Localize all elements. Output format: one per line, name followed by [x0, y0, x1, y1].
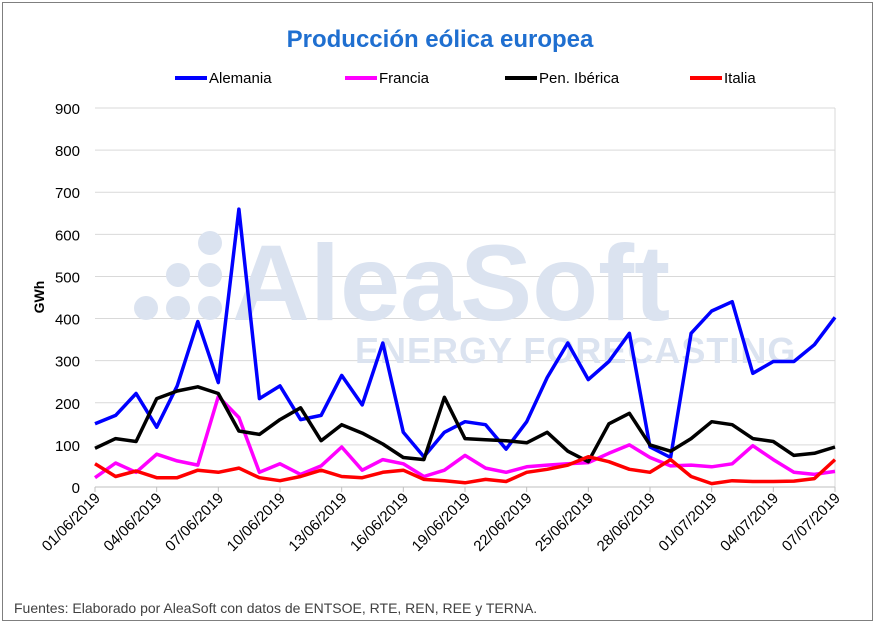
- y-axis-label: GWh: [31, 281, 47, 314]
- x-tick-label: 25/06/2019: [532, 490, 597, 555]
- y-tick-label: 500: [55, 269, 80, 286]
- x-tick-label: 04/06/2019: [100, 490, 165, 555]
- footnote: Fuentes: Elaborado por AleaSoft con dato…: [14, 600, 537, 616]
- y-tick-label: 600: [55, 227, 80, 244]
- y-tick-label: 100: [55, 438, 80, 455]
- legend-label: Italia: [724, 70, 756, 87]
- x-tick-label: 10/06/2019: [224, 490, 289, 555]
- x-tick-label: 07/07/2019: [779, 490, 844, 555]
- x-tick-label: 01/07/2019: [655, 490, 720, 555]
- chart-title: Producción eólica europea: [287, 26, 594, 53]
- series-line: [94, 385, 836, 464]
- watermark-brand: AleaSoft: [232, 222, 670, 343]
- series-pen-ib-rica: [94, 385, 836, 464]
- watermark-tagline: ENERGY FORECASTING: [355, 330, 796, 371]
- x-tick-label: 28/06/2019: [594, 490, 659, 555]
- series-italia: [94, 454, 837, 486]
- y-tick-label: 900: [55, 101, 80, 118]
- legend-label: Alemania: [209, 70, 272, 87]
- y-tick-label: 300: [55, 354, 80, 371]
- watermark: AleaSoft ENERGY FORECASTING: [134, 222, 796, 371]
- y-tick-label: 0: [72, 480, 80, 497]
- y-tick-label: 200: [55, 396, 80, 413]
- legend-label: Pen. Ibérica: [539, 70, 620, 87]
- x-tick-label: 04/07/2019: [717, 490, 782, 555]
- y-tick-label: 800: [55, 143, 80, 160]
- x-tick-label: 22/06/2019: [470, 490, 535, 555]
- x-tick-label: 19/06/2019: [409, 490, 474, 555]
- series-alemania: [94, 207, 837, 460]
- x-tick-label: 13/06/2019: [285, 490, 350, 555]
- legend-label: Francia: [379, 70, 430, 87]
- y-tick-label: 400: [55, 312, 80, 329]
- x-tick-label: 16/06/2019: [347, 490, 412, 555]
- y-tick-label: 700: [55, 185, 80, 202]
- x-tick-label: 01/06/2019: [39, 490, 104, 555]
- series-line: [94, 454, 837, 486]
- legend: Alemania Francia Pen. Ibérica Italia: [175, 70, 756, 87]
- x-tick-label: 07/06/2019: [162, 490, 227, 555]
